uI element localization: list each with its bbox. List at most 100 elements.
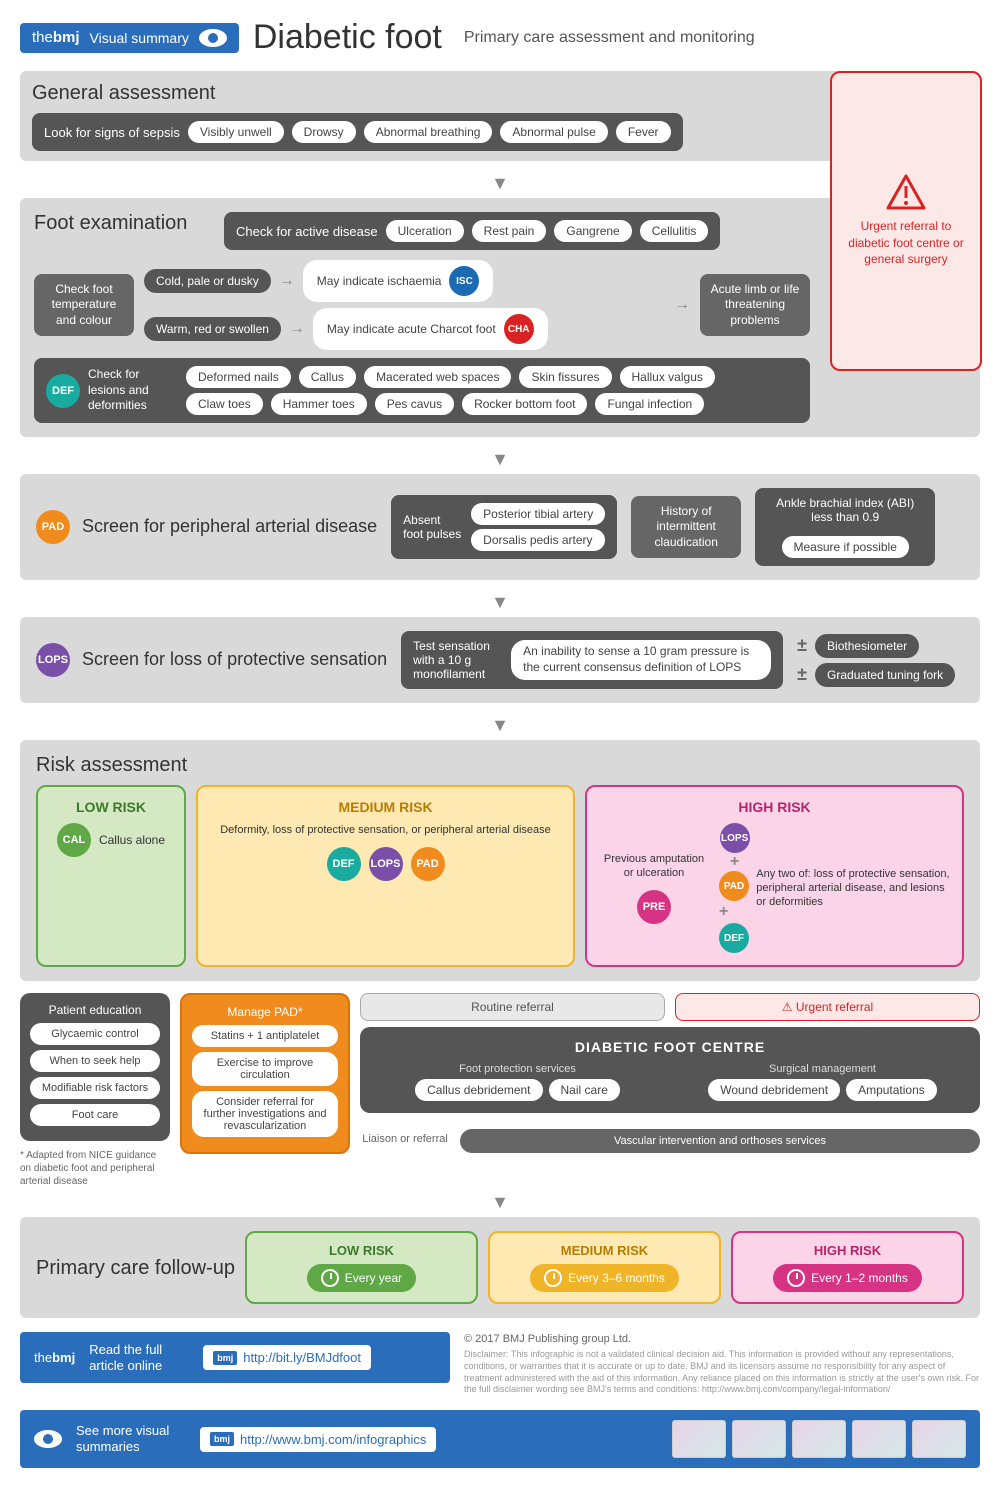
outcome-label: Acute limb or life threatening problems	[700, 274, 810, 337]
arrow-down-icon: ▼	[20, 715, 980, 736]
lops-badge: LOPS	[369, 847, 403, 881]
claudication-label: History of intermittent claudication	[631, 496, 741, 559]
lops-screen-section: LOPS Screen for loss of protective sensa…	[20, 617, 980, 703]
active-item: Rest pain	[472, 220, 547, 242]
high-risk-desc1: Previous amputation or ulceration	[599, 852, 709, 881]
pulses-label: Absent foot pulses	[403, 513, 463, 541]
copyright: © 2017 BMJ Publishing group Ltd.	[464, 1332, 980, 1346]
bmj-logo: thebmj	[32, 29, 80, 46]
high-risk-title: HIGH RISK	[599, 799, 950, 815]
medium-risk-box: MEDIUM RISK Deformity, loss of protectiv…	[196, 785, 575, 967]
warning-icon	[886, 174, 926, 210]
fu-low-freq: Every year	[307, 1264, 416, 1292]
liaison-label: Liaison or referral	[360, 1133, 450, 1145]
followup-title: Primary care follow-up	[36, 1256, 235, 1280]
pulses-box: Absent foot pulses Posterior tibial arte…	[391, 495, 617, 559]
clock-icon	[321, 1269, 339, 1287]
sepsis-item: Drowsy	[292, 121, 356, 143]
lops-extra: Biothesiometer	[815, 634, 919, 658]
article-url-link[interactable]: bmjhttp://bit.ly/BMJdfoot	[203, 1345, 371, 1370]
pad-mgmt-item: Consider referral for further investigat…	[192, 1091, 338, 1137]
def-badge: DEF	[327, 847, 361, 881]
lesion-item: Rocker bottom foot	[462, 393, 587, 415]
thumbnail-strip	[672, 1420, 966, 1458]
edu-title: Patient education	[30, 1003, 160, 1017]
abi-box: Ankle brachial index (ABI) less than 0.9…	[755, 488, 935, 566]
arrow-down-icon: ▼	[20, 449, 980, 470]
lops-extra: Graduated tuning fork	[815, 663, 955, 687]
badge-text: Visual summary	[90, 30, 189, 46]
edu-item: When to seek help	[30, 1050, 160, 1072]
risk-assessment-section: Risk assessment LOW RISK CAL Callus alon…	[20, 740, 980, 981]
page-subtitle: Primary care assessment and monitoring	[464, 29, 755, 47]
pad-badge: PAD	[411, 847, 445, 881]
sepsis-item: Fever	[616, 121, 671, 143]
lops-badge: LOPS	[720, 823, 750, 853]
low-risk-box: LOW RISK CAL Callus alone	[36, 785, 186, 967]
sepsis-item: Visibly unwell	[188, 121, 284, 143]
active-disease-box: Check for active disease Ulceration Rest…	[224, 212, 720, 250]
patient-education-box: Patient education Glycaemic control When…	[20, 993, 170, 1141]
pad-mgmt-item: Exercise to improve circulation	[192, 1052, 338, 1086]
thumbnail[interactable]	[732, 1420, 786, 1458]
dfc-title: DIABETIC FOOT CENTRE	[372, 1039, 968, 1055]
lesion-item: Fungal infection	[595, 393, 704, 415]
dfc-item: Amputations	[846, 1079, 937, 1101]
bmj-badge: thebmj Visual summary	[20, 23, 239, 53]
sepsis-lead: Look for signs of sepsis	[44, 125, 180, 140]
active-item: Ulceration	[386, 220, 464, 242]
high-risk-desc2: Any two of: loss of protective sensation…	[756, 867, 950, 910]
dfc-item: Callus debridement	[415, 1079, 542, 1101]
fu-high-title: HIGH RISK	[743, 1243, 952, 1258]
lesion-item: Hammer toes	[271, 393, 367, 415]
thumbnail[interactable]	[852, 1420, 906, 1458]
lesion-item: Pes cavus	[375, 393, 454, 415]
pad-badge: PAD	[719, 871, 749, 901]
pulse-item: Dorsalis pedis artery	[471, 529, 605, 551]
active-item: Gangrene	[554, 220, 631, 242]
dfc-item: Nail care	[549, 1079, 620, 1101]
lesion-item: Macerated web spaces	[364, 366, 511, 388]
lesion-item: Skin fissures	[519, 366, 611, 388]
clock-icon	[544, 1269, 562, 1287]
thumbnail[interactable]	[672, 1420, 726, 1458]
followup-high: HIGH RISK Every 1–2 months	[731, 1231, 964, 1304]
abi-text: Ankle brachial index (ABI) less than 0.9	[767, 496, 923, 524]
thumbnail[interactable]	[792, 1420, 846, 1458]
lesions-box: DEF Check for lesions and deformities De…	[34, 358, 810, 423]
general-title: General assessment	[32, 81, 215, 105]
thumbnail[interactable]	[912, 1420, 966, 1458]
see-more-label: See more visual summaries	[76, 1423, 186, 1454]
lesions-label: Check for lesions and deformities	[88, 367, 178, 414]
infographics-url-link[interactable]: bmjhttp://www.bmj.com/infographics	[200, 1427, 436, 1452]
sepsis-item: Abnormal pulse	[500, 121, 607, 143]
eye-icon	[34, 1430, 62, 1448]
lesion-item: Hallux valgus	[620, 366, 715, 388]
isc-badge: ISC	[449, 266, 479, 296]
see-more-bar: See more visual summaries bmjhttp://www.…	[20, 1410, 980, 1468]
disclaimer-text: © 2017 BMJ Publishing group Ltd. Disclai…	[464, 1332, 980, 1396]
sepsis-box: Look for signs of sepsis Visibly unwell …	[32, 113, 683, 151]
fu-med-freq: Every 3–6 months	[530, 1264, 679, 1292]
lesion-item: Callus	[299, 366, 356, 388]
routine-referral-tab: Routine referral	[360, 993, 665, 1021]
clock-icon	[787, 1269, 805, 1287]
monofilament-box: Test sensation with a 10 g monofilament …	[401, 631, 783, 689]
followup-section: Primary care follow-up LOW RISK Every ye…	[20, 1217, 980, 1318]
pad-badge: PAD	[36, 510, 70, 544]
charcot-indicate: May indicate acute Charcot footCHA	[313, 308, 548, 350]
cal-badge: CAL	[57, 823, 91, 857]
arrow-down-icon: ▼	[20, 592, 980, 613]
ischaemia-indicate: May indicate ischaemiaISC	[303, 260, 494, 302]
arrow-down-icon: ▼	[20, 1192, 980, 1213]
bmj-logo: thebmj	[34, 1350, 75, 1365]
lops-badge: LOPS	[36, 643, 70, 677]
read-article-bar: thebmj Read the full article online bmjh…	[20, 1332, 450, 1383]
followup-low: LOW RISK Every year	[245, 1231, 478, 1304]
fu-low-title: LOW RISK	[257, 1243, 466, 1258]
warm-pill: Warm, red or swollen	[144, 317, 281, 341]
lops-definition: An inability to sense a 10 gram pressure…	[511, 640, 771, 679]
temp-label: Check foot temperature and colour	[34, 274, 134, 337]
fu-high-freq: Every 1–2 months	[773, 1264, 922, 1292]
foot-exam-title: Foot examination	[34, 212, 214, 235]
